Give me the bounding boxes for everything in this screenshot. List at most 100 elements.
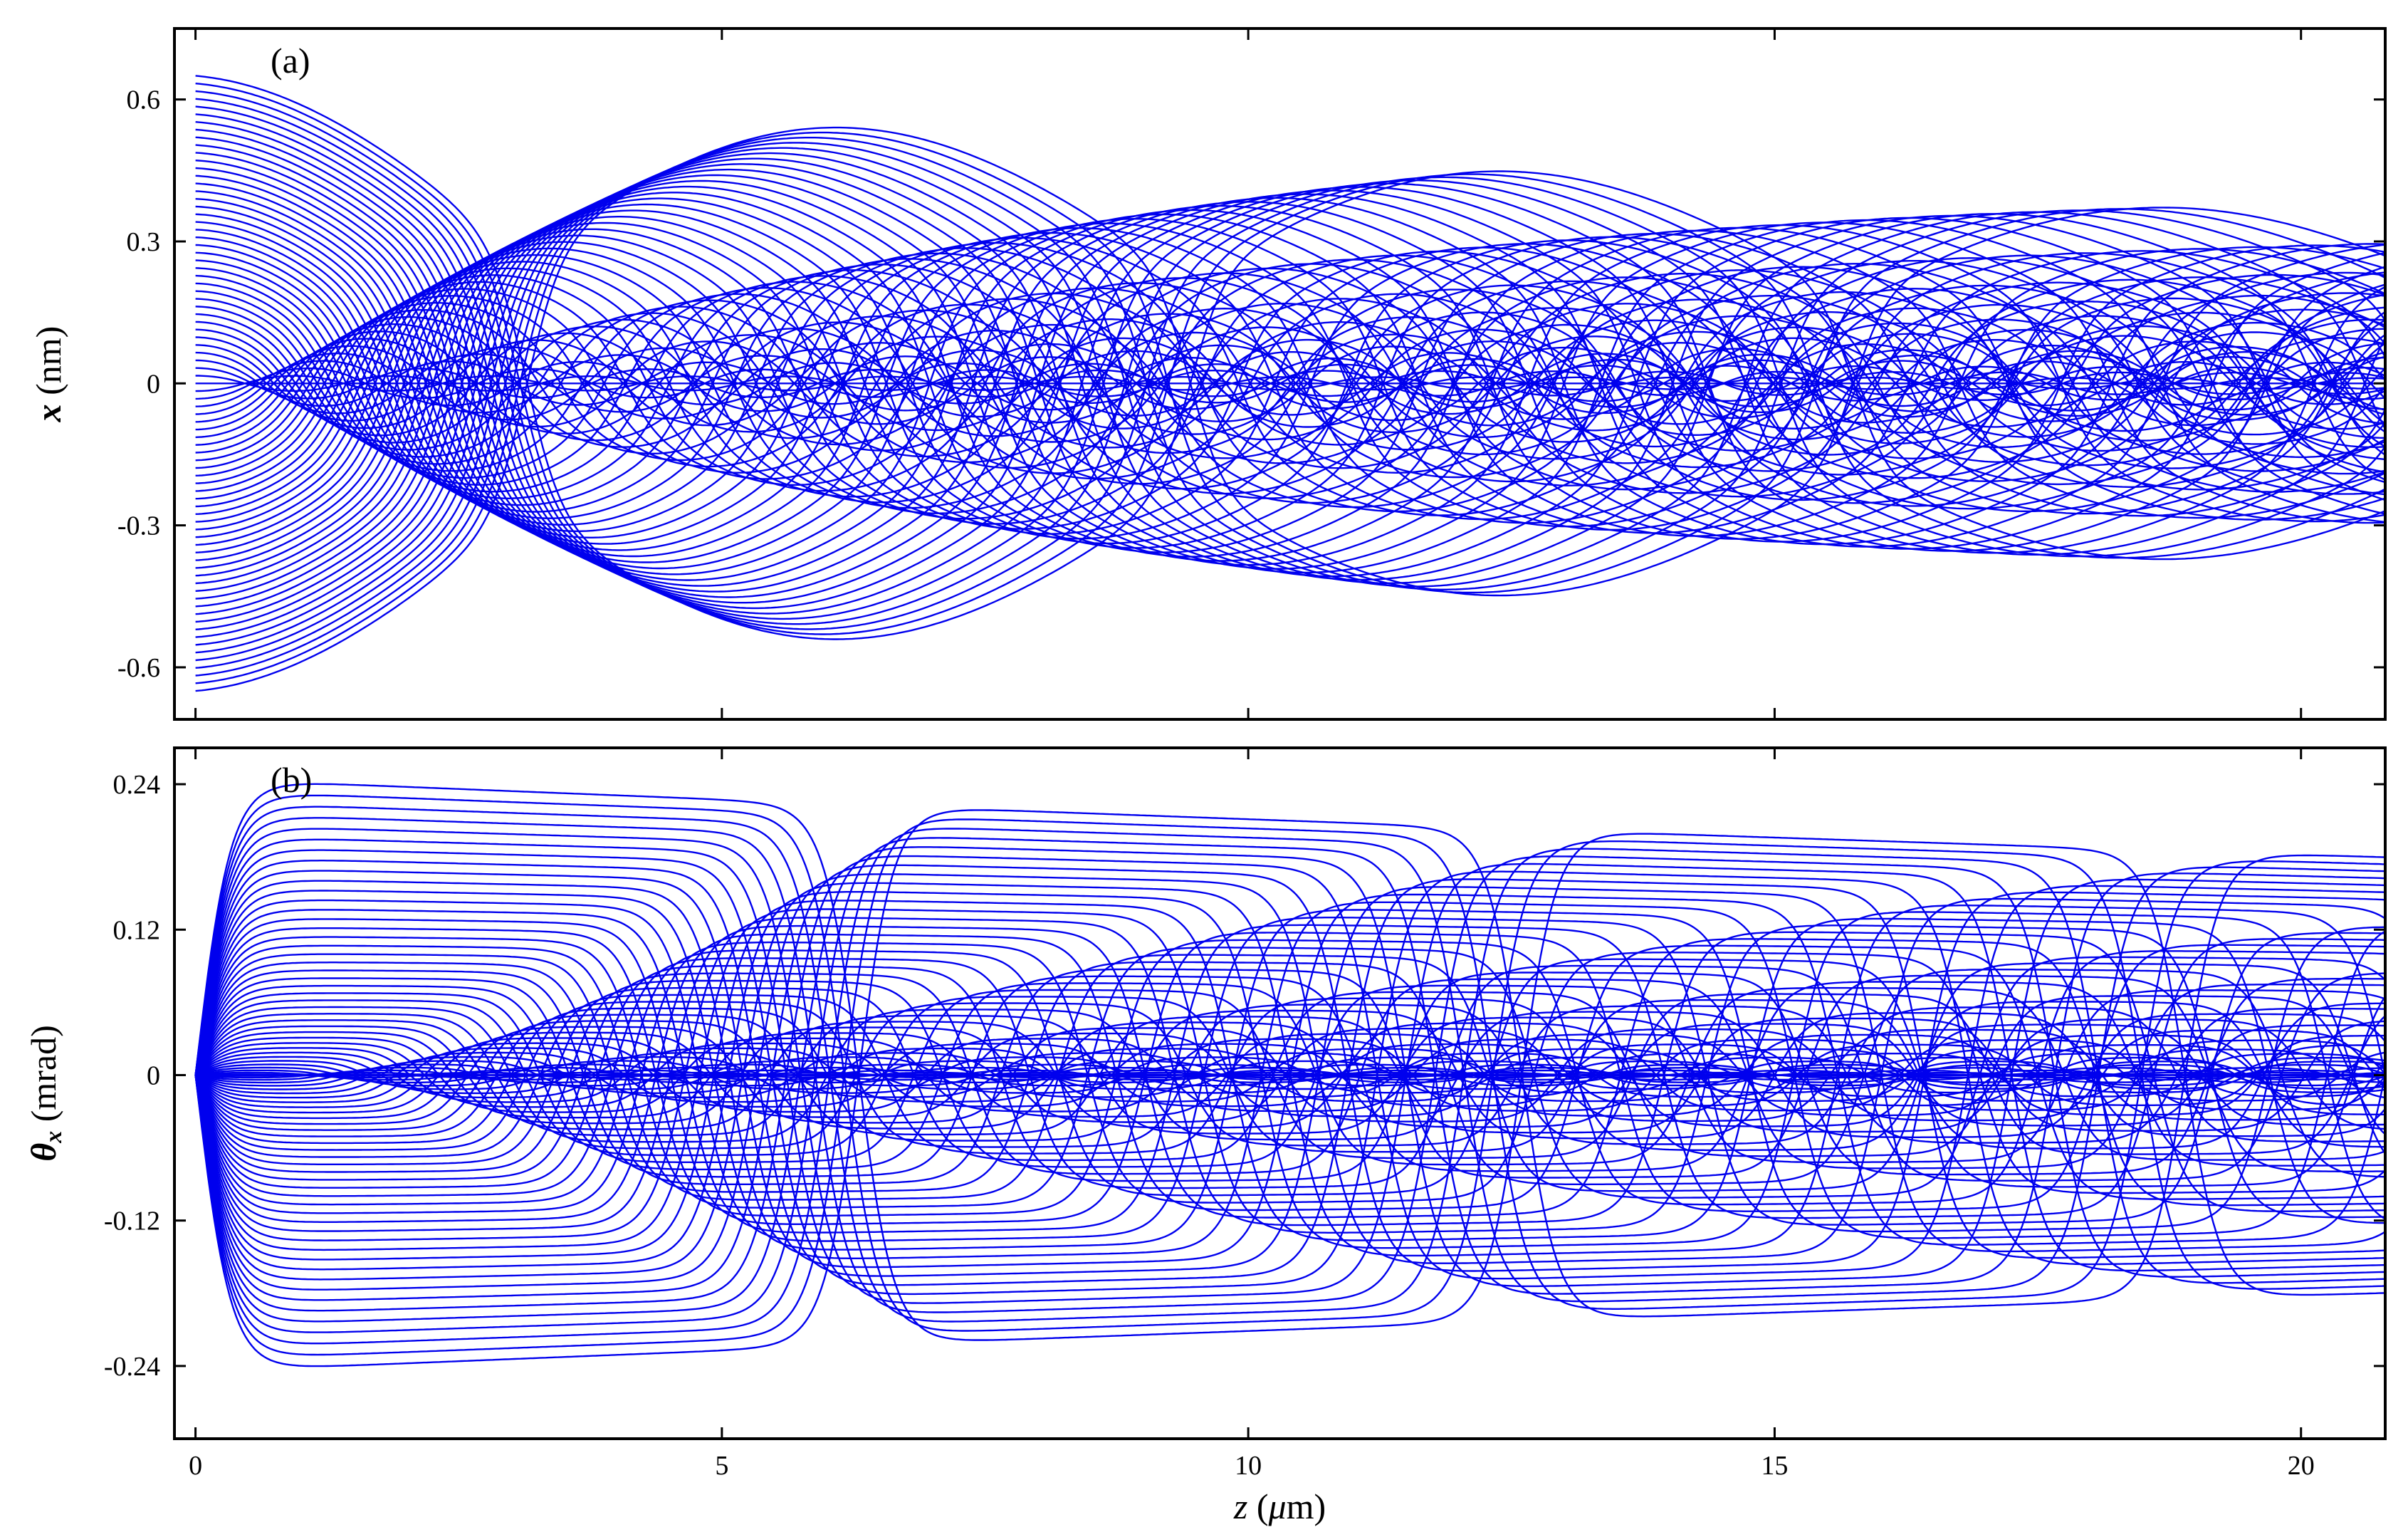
panel-b-trajectory [194, 994, 2385, 1158]
panel-b-x-tick-label: 0 [189, 1451, 202, 1481]
panel-b-trajectory [194, 809, 2385, 1367]
panel-a-trajectory [195, 267, 2385, 493]
panel-a-trajectory [195, 83, 2385, 635]
panel-b-x-axis-unit-open: ( [1247, 1486, 1268, 1526]
panel-b-trajectory [194, 962, 2385, 1185]
panel-b-trajectory [194, 849, 2385, 1286]
panel-b-trajectory [194, 846, 2385, 1323]
panel-b-trajectory [194, 924, 2385, 1232]
panel-a-trajectory [195, 290, 2385, 472]
panel-b-y-tick-label: -0.12 [104, 1207, 160, 1236]
panel-b-trajectory [194, 969, 2385, 1178]
panel-b-trajectory [194, 1042, 2385, 1108]
panel-a-trajectory [195, 282, 2385, 479]
panel-b-y-tick-label: -0.24 [104, 1352, 160, 1382]
panel-a-y-tick-label: -0.6 [117, 653, 160, 683]
panel-a-trajectory [195, 345, 2385, 423]
panel-a-trajectory [195, 281, 2385, 492]
panel-a-y-axis-symbol: x [28, 404, 68, 422]
panel-a-trajectory [195, 209, 2385, 577]
panel-a-trajectory [195, 244, 2385, 513]
panel-b-x-axis-symbol: z [1233, 1486, 1247, 1526]
panel-b-y-axis-subscript: x [41, 1131, 67, 1144]
panel-b-trajectory [194, 972, 2385, 1181]
panel-b-trajectory [194, 933, 2385, 1223]
panel-a-label: (a) [271, 41, 310, 80]
panel-b-x-axis-unit-rest: m) [1287, 1486, 1326, 1526]
panel-b-trajectory [194, 828, 2385, 1345]
panel-b-trajectory [194, 873, 2385, 1291]
panel-b-x-tick-label: 10 [1235, 1451, 1262, 1481]
panel-a-y-axis-label: x (nm) [28, 326, 68, 423]
panel-b-trajectory [195, 1060, 2385, 1090]
panel-b-trajectory [194, 794, 2385, 1332]
panel-b-trajectory [194, 855, 2385, 1312]
panel-a-trajectory [195, 216, 2385, 569]
panel-b-trajectory [194, 817, 2385, 1313]
panel-a-trajectory [195, 98, 2385, 625]
panel-b-trajectory [194, 1001, 2385, 1151]
panel-a-trajectory [195, 306, 2385, 458]
panel-a-trajectory [195, 321, 2385, 444]
panel-a-trajectory [195, 121, 2385, 610]
panel-a-trajectory [195, 221, 2385, 533]
panel-b-x-tick-label: 20 [2288, 1451, 2315, 1481]
panel-a-trajectory [195, 261, 2385, 515]
panel-a-trajectory [195, 295, 2385, 476]
panel-b-trajectory [194, 957, 2385, 1197]
panel-a-trajectories [195, 75, 2385, 692]
panel-a-trajectory [195, 131, 2385, 684]
panel-a-trajectory [195, 298, 2385, 465]
panel-b-y-axis-unit: (mrad) [23, 1025, 63, 1131]
panel-a-trajectory [195, 142, 2385, 669]
panel-a-y-tick-label: 0.3 [127, 227, 161, 257]
panel-b-trajectory [194, 908, 2385, 1251]
panel-b-trajectory [194, 783, 2385, 1341]
panel-b-trajectory [194, 837, 2385, 1333]
panel-b-trajectory [194, 918, 2385, 1225]
panel-b-trajectory [194, 1037, 2385, 1114]
panel-b-trajectory [194, 1036, 2385, 1113]
panel-b-trajectory [194, 1051, 2385, 1099]
panel-b-trajectory [194, 936, 2385, 1209]
panel-a-y-axis-unit: (nm) [28, 326, 68, 405]
panel-b-trajectory [194, 953, 2385, 1193]
panel-a-y-tick-label: 0.6 [127, 85, 161, 115]
panel-b-x-tick-label: 15 [1761, 1451, 1788, 1481]
panel-a-ticks: -0.6 -0.3 0 0.3 0.6 [117, 28, 2385, 719]
panel-b-ticks: 0 5 10 15 20 -0.24 -0.12 0 0.12 0.24 [104, 748, 2385, 1481]
panel-a: -0.6 -0.3 0 0.3 0.6 (a) x (nm) [28, 27, 2387, 721]
panel-b-y-tick-label: 0.12 [113, 915, 161, 945]
panel-b-trajectory [194, 941, 2385, 1214]
panel-b-trajectory [194, 860, 2385, 1277]
panel-a-frame [173, 27, 2387, 721]
panel-b-trajectory [194, 979, 2385, 1173]
panel-a-trajectory [195, 328, 2385, 437]
panel-a-y-tick-label: 0 [147, 369, 160, 399]
panel-a-trajectory [195, 236, 2385, 519]
panel-b-trajectory [194, 964, 2385, 1189]
panel-a-trajectory [195, 274, 2385, 486]
panel-a-y-tick-label: -0.3 [117, 511, 160, 541]
panel-a-trajectory [195, 308, 2385, 462]
panel-b-trajectory [194, 828, 2385, 1304]
panel-a-trajectory [195, 247, 2385, 531]
panel-b-y-axis-label: θx (mrad) [23, 1025, 67, 1162]
panel-b-trajectory [194, 917, 2385, 1241]
panel-b: 0 5 10 15 20 -0.24 -0.12 0 0.12 0.24 (b) θx (mrad… [23, 746, 2387, 1526]
panel-b-trajectory [194, 882, 2385, 1281]
panel-b-label: (b) [271, 760, 312, 800]
panel-a-trajectory [195, 229, 2385, 526]
panel-b-frame [173, 746, 2387, 1440]
panel-a-trajectory [195, 113, 2385, 615]
panel-a-trajectory [195, 126, 2385, 692]
panel-b-y-axis-symbol: θ [23, 1143, 63, 1162]
panel-a-trajectory [195, 203, 2385, 585]
panel-a-trajectory [195, 157, 2385, 646]
panel-b-trajectory [194, 899, 2385, 1242]
panel-a-trajectory [195, 241, 2385, 538]
panel-a-trajectory [195, 144, 2385, 593]
panel-b-trajectory [194, 838, 2385, 1296]
